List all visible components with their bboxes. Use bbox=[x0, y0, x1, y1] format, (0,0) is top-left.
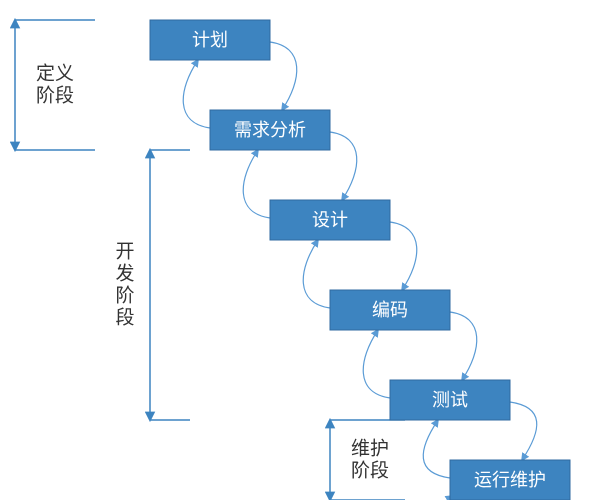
phase-bracket-1: 开发阶段 bbox=[115, 150, 190, 420]
phase-label: 段 bbox=[115, 307, 134, 329]
phase-label: 维护 bbox=[351, 438, 389, 460]
phase-bracket-2: 维护阶段 bbox=[330, 420, 405, 500]
forward-edge-4 bbox=[510, 402, 537, 460]
phase-label: 定义 bbox=[36, 63, 74, 85]
back-edge-0 bbox=[183, 60, 210, 128]
node-code: 编码 bbox=[330, 290, 450, 330]
phase-bracket-0: 定义阶段 bbox=[15, 20, 95, 150]
phase-label: 发 bbox=[115, 263, 134, 285]
forward-edge-3 bbox=[450, 312, 477, 380]
node-label: 计划 bbox=[192, 30, 228, 50]
back-edge-3 bbox=[363, 330, 390, 398]
forward-edge-1 bbox=[330, 132, 357, 200]
node-req: 需求分析 bbox=[210, 110, 330, 150]
node-label: 运行维护 bbox=[474, 470, 546, 490]
back-edge-2 bbox=[303, 240, 330, 308]
node-test: 测试 bbox=[390, 380, 510, 420]
phase-label: 阶段 bbox=[351, 460, 389, 482]
node-label: 需求分析 bbox=[234, 120, 306, 140]
back-edge-4 bbox=[423, 420, 450, 478]
phase-label: 阶 bbox=[115, 285, 134, 307]
node-label: 测试 bbox=[432, 390, 468, 410]
phase-label: 阶段 bbox=[36, 85, 74, 107]
node-maint: 运行维护 bbox=[450, 460, 570, 500]
node-label: 设计 bbox=[312, 210, 348, 230]
forward-edge-0 bbox=[270, 42, 297, 110]
node-design: 设计 bbox=[270, 200, 390, 240]
node-label: 编码 bbox=[372, 300, 408, 320]
back-edge-1 bbox=[243, 150, 270, 218]
phase-label: 开 bbox=[115, 242, 134, 263]
node-plan: 计划 bbox=[150, 20, 270, 60]
waterfall-diagram: 定义阶段开发阶段维护阶段计划需求分析设计编码测试运行维护 bbox=[0, 0, 600, 500]
forward-edge-2 bbox=[390, 222, 417, 290]
